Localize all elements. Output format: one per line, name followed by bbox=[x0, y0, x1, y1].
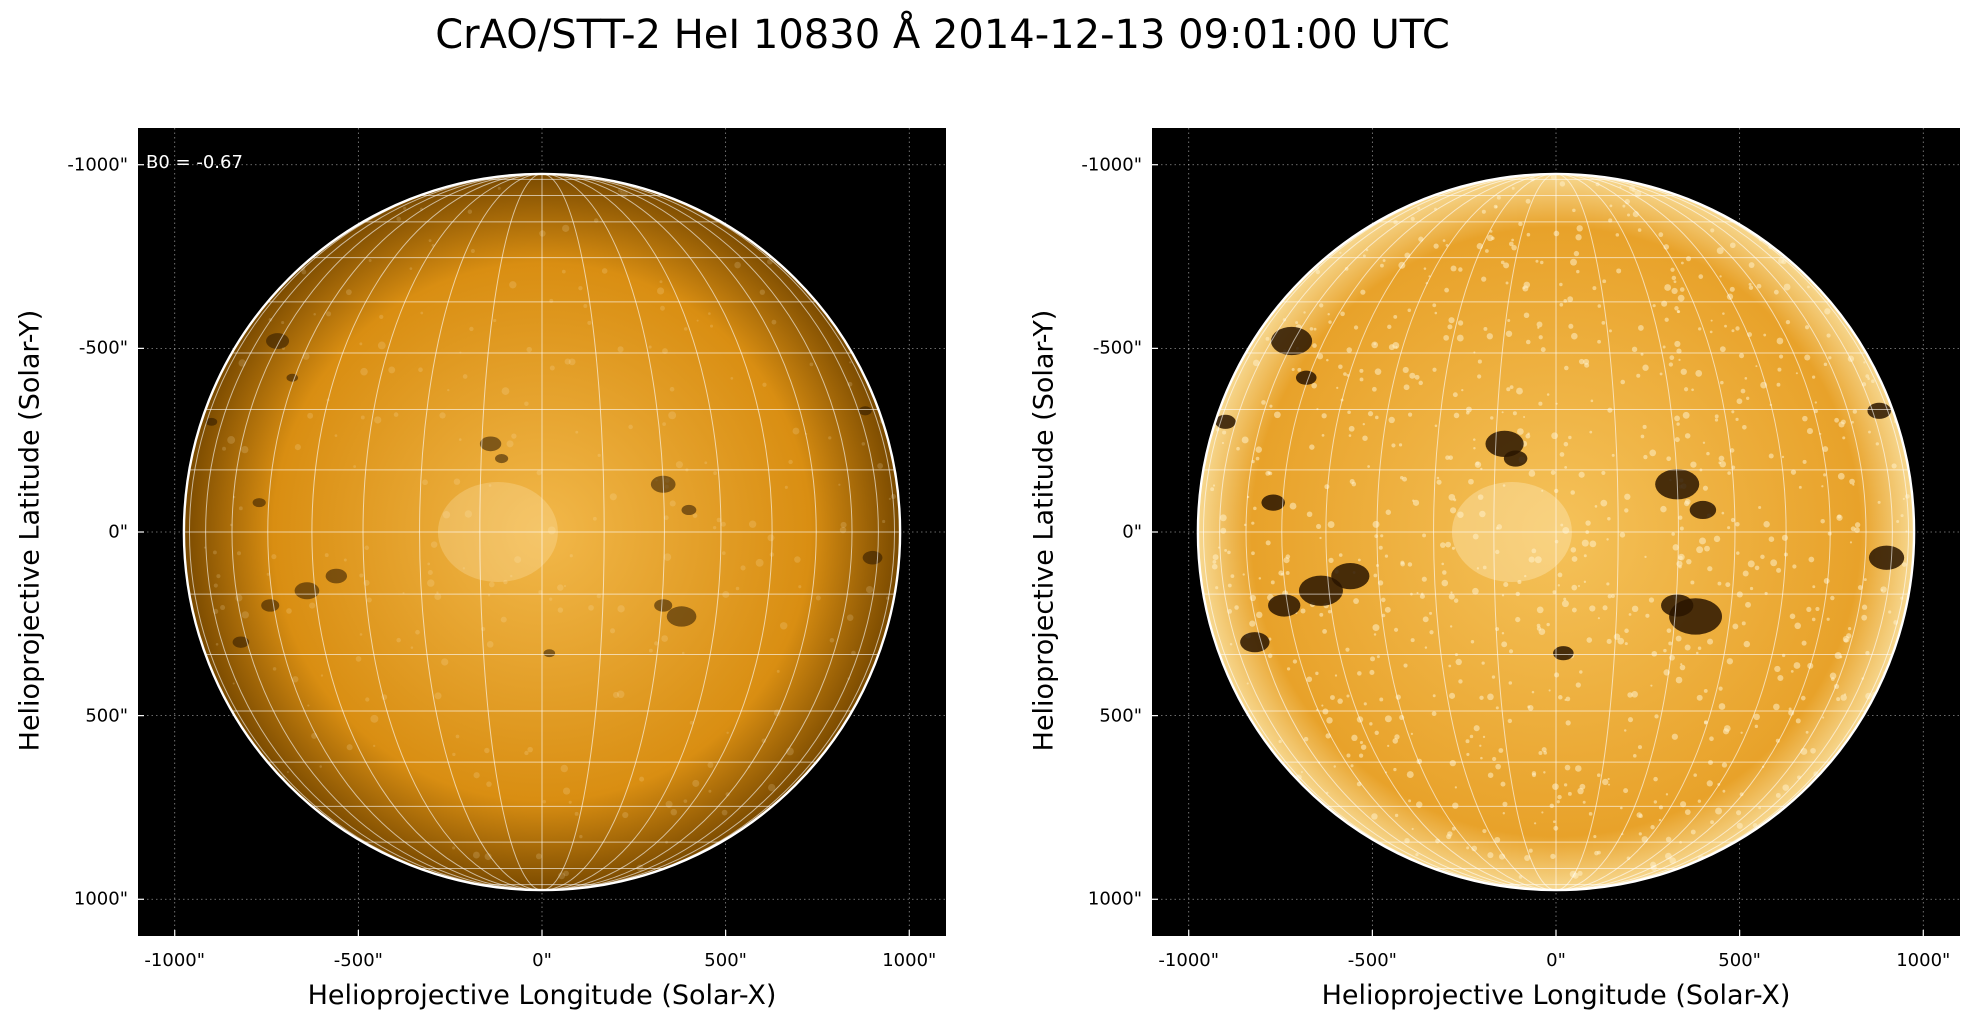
solar-limb bbox=[182, 172, 902, 892]
y-axis-label-left: Helioprojective Latitude (Solar-Y) bbox=[14, 309, 46, 752]
y-axis-label-right: Helioprojective Latitude (Solar-Y) bbox=[1028, 309, 1060, 752]
y-tick-label: 500" bbox=[1099, 705, 1142, 727]
x-tick-label: 1000" bbox=[1896, 950, 1951, 971]
heliographic-grid bbox=[183, 173, 901, 891]
x-tick-label: 1000" bbox=[882, 950, 937, 971]
y-tick-label: -500" bbox=[1092, 337, 1142, 359]
y-tick-label: -1000" bbox=[67, 154, 128, 176]
x-tick-label: 0" bbox=[532, 950, 552, 971]
y-tick-label: -500" bbox=[78, 337, 128, 359]
y-tick-label: -1000" bbox=[1081, 154, 1142, 176]
x-tick-label: 500" bbox=[1718, 950, 1761, 971]
y-tick-label: 1000" bbox=[73, 888, 128, 910]
x-tick-label: -500" bbox=[1347, 950, 1397, 971]
axis-ticks bbox=[138, 164, 910, 936]
x-tick-label: -500" bbox=[333, 950, 383, 971]
y-tick-label: 0" bbox=[1122, 521, 1142, 543]
y-tick-label: 0" bbox=[108, 521, 128, 543]
x-tick-label: -1000" bbox=[144, 950, 206, 971]
solar-disk-image-right bbox=[1152, 128, 1960, 936]
x-axis-label-right: Helioprojective Longitude (Solar-X) bbox=[1321, 980, 1791, 1011]
x-tick-label: -1000" bbox=[1158, 950, 1220, 971]
heliographic-grid bbox=[1197, 173, 1915, 891]
figure-title: CrAO/STT-2 HeI 10830 Å 2014-12-13 09:01:… bbox=[435, 12, 1450, 58]
b0-annotation: B0 = -0.67 bbox=[146, 152, 243, 173]
x-tick-label: 500" bbox=[704, 950, 747, 971]
y-tick-label: 500" bbox=[85, 705, 128, 727]
y-tick-label: 1000" bbox=[1087, 888, 1142, 910]
axis-ticks bbox=[1152, 164, 1924, 936]
solar-limb bbox=[1196, 172, 1916, 892]
x-axis-label-left: Helioprojective Longitude (Solar-X) bbox=[307, 980, 777, 1011]
solar-disk-image-left bbox=[138, 128, 946, 936]
solar-features bbox=[203, 186, 896, 880]
x-tick-label: 0" bbox=[1546, 950, 1566, 971]
